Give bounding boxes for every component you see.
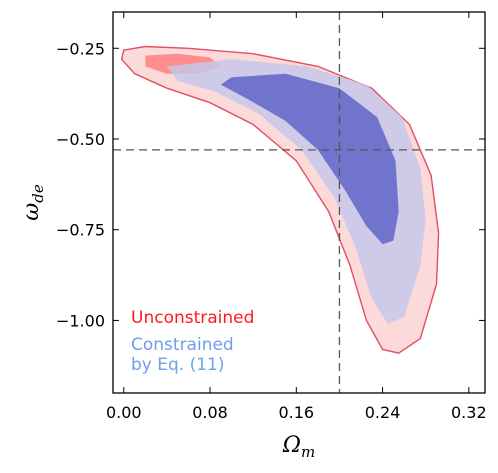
legend-constrained: by Eq. (11) (131, 355, 225, 375)
legend: Unconstrained Constrained by Eq. (11) (131, 308, 254, 375)
x-tick-label: 0.24 (365, 403, 401, 422)
y-tick-label: −0.25 (56, 39, 105, 58)
y-axis-label-sub: de (29, 184, 47, 203)
x-tick-label: 0.00 (106, 403, 142, 422)
plot-area (113, 12, 485, 393)
x-axis-label-main: Ω (282, 433, 301, 458)
constrained-inner-contour (220, 73, 399, 245)
x-tick-label: 0.08 (192, 403, 228, 422)
legend-unconstrained: Unconstrained (131, 308, 254, 328)
y-tick-label: −0.75 (56, 221, 105, 240)
y-tick-label: −1.00 (56, 311, 105, 330)
x-tick-label: 0.16 (278, 403, 314, 422)
y-axis-label-main: ω (19, 203, 44, 221)
y-axis-label: ωde (19, 184, 47, 221)
x-tick-label: 0.32 (451, 403, 487, 422)
x-axis-label-sub: m (301, 443, 315, 461)
legend-constrained: Constrained (131, 335, 234, 355)
x-axis-label: Ωm (282, 433, 315, 461)
y-tick-label: −0.50 (56, 130, 105, 149)
axis-ticks: 0.00 0.08 0.16 0.24 0.32 −0.25 −0.50 −0.75 −1.00 (56, 12, 487, 422)
plot-frame (112, 11, 486, 394)
